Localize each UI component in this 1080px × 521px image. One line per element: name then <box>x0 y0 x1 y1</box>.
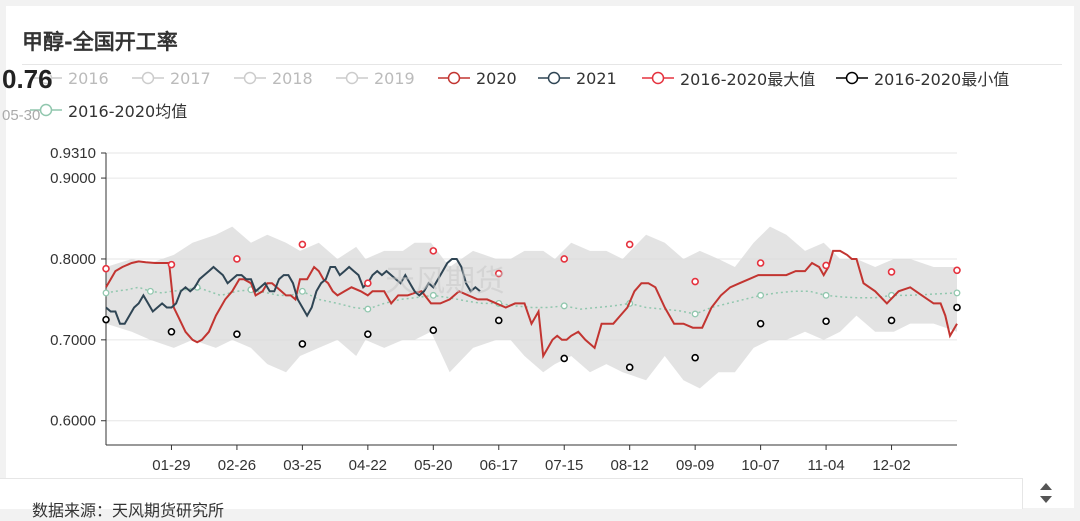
mean-point <box>757 291 765 299</box>
legend-marker-icon <box>30 71 62 85</box>
x-tick-label: 11-04 <box>807 457 844 474</box>
max-point <box>691 277 699 286</box>
readout-date: 05-30 <box>2 107 41 124</box>
min-point <box>429 326 438 334</box>
min-point <box>822 317 830 326</box>
y-tick-label: 0.9000 <box>50 170 96 187</box>
mean-point <box>298 287 306 295</box>
legend-item[interactable]: 2016 <box>30 66 109 90</box>
mean-point <box>146 287 154 295</box>
legend-marker-icon <box>234 71 266 85</box>
x-tick-label: 05-20 <box>414 457 452 474</box>
min-point <box>560 354 569 363</box>
legend-label: 2018 <box>272 68 313 88</box>
x-tick-label: 07-15 <box>545 457 583 474</box>
mean-point <box>102 289 110 297</box>
mean-point <box>429 291 437 299</box>
line-chart: 0.9310 0.9000 0.8000 0.7000 0.6000 01-29 02-26… <box>50 145 961 474</box>
min-point <box>364 330 372 338</box>
max-point <box>822 261 830 270</box>
source-footer: 数据来源：天风期货研究所 <box>0 478 1023 520</box>
x-tick-label: 04-22 <box>349 457 387 474</box>
source-text: 数据来源：天风期货研究所 <box>32 501 225 520</box>
legend-item[interactable]: 2021 <box>538 66 617 90</box>
max-point <box>756 259 765 267</box>
legend-label: 2016-2020最小值 <box>874 70 1010 89</box>
watermark: 天风期货 <box>385 264 505 299</box>
x-tick-label: 09-09 <box>676 457 714 474</box>
min-point <box>953 303 961 312</box>
legend-marker-icon <box>30 103 62 117</box>
readout-value: 0.76 <box>2 64 53 94</box>
max-point <box>429 247 438 255</box>
mean-point <box>691 310 699 318</box>
x-tick-label: 08-12 <box>611 457 649 474</box>
min-point <box>625 363 634 372</box>
legend-item[interactable]: 2016-2020最小值 <box>836 66 1009 90</box>
y-tick-label: 0.9310 <box>50 145 96 162</box>
legend-item[interactable]: 2016-2020均值 <box>30 98 187 122</box>
max-point <box>233 255 241 263</box>
legend-item[interactable]: 2020 <box>438 66 517 90</box>
max-point <box>560 255 569 263</box>
max-point <box>102 264 110 273</box>
x-tick-label: 02-26 <box>218 457 256 474</box>
legend-item[interactable]: 2017 <box>132 66 211 90</box>
x-tick-label: 12-02 <box>872 457 910 474</box>
legend-item[interactable]: 2018 <box>234 66 313 90</box>
scroll-spinner-icon[interactable] <box>1036 480 1056 506</box>
legend-marker-icon <box>538 71 570 85</box>
max-point <box>953 266 961 275</box>
legend-item[interactable]: 2016-2020最大值 <box>642 66 815 90</box>
legend-label: 2017 <box>170 68 211 88</box>
series-line-2021 <box>105 258 481 325</box>
title-divider <box>22 64 1062 65</box>
x-tick-label: 06-17 <box>480 457 518 474</box>
min-point <box>167 327 176 336</box>
legend-marker-icon <box>642 71 674 85</box>
page: 甲醇-全国开工率 0.9310 0.9000 0.8000 0.7000 0.6000 0… <box>0 6 1074 520</box>
chart-title: 甲醇-全国开工率 <box>22 30 178 54</box>
y-tick-label: 0.6000 <box>50 413 96 430</box>
min-point <box>691 353 699 362</box>
max-point <box>494 269 503 278</box>
mean-point <box>364 305 372 313</box>
max-point <box>364 279 372 288</box>
legend-label: 2021 <box>576 68 617 88</box>
min-point <box>756 319 765 328</box>
legend-item[interactable]: 2019 <box>336 66 415 90</box>
mean-point <box>953 289 961 297</box>
legend-label: 2019 <box>374 68 415 88</box>
x-tick-label: 03-25 <box>283 457 321 474</box>
min-point <box>233 330 241 338</box>
mean-point <box>822 291 830 299</box>
y-tick-label: 0.8000 <box>50 251 96 268</box>
max-point <box>167 260 176 269</box>
legend-marker-icon <box>336 71 368 85</box>
legend-label: 2020 <box>476 68 517 88</box>
legend-marker-icon <box>836 71 868 85</box>
legend-label: 2016-2020均值 <box>68 102 188 121</box>
y-tick-label: 0.7000 <box>50 332 96 349</box>
legend-marker-icon <box>438 71 470 85</box>
max-point <box>625 240 634 249</box>
series-line-2020 <box>105 249 958 360</box>
max-point <box>298 240 307 249</box>
min-point <box>494 316 503 325</box>
mean-point <box>560 302 568 310</box>
legend-label: 2016 <box>68 68 109 88</box>
min-point <box>298 340 307 348</box>
legend-marker-icon <box>132 71 164 85</box>
legend-label: 2016-2020最大值 <box>680 70 816 89</box>
min-point <box>102 315 110 324</box>
max-point <box>887 268 896 276</box>
x-tick-label: 10-07 <box>741 457 779 474</box>
x-tick-label: 01-29 <box>152 457 190 474</box>
min-point <box>887 316 896 325</box>
